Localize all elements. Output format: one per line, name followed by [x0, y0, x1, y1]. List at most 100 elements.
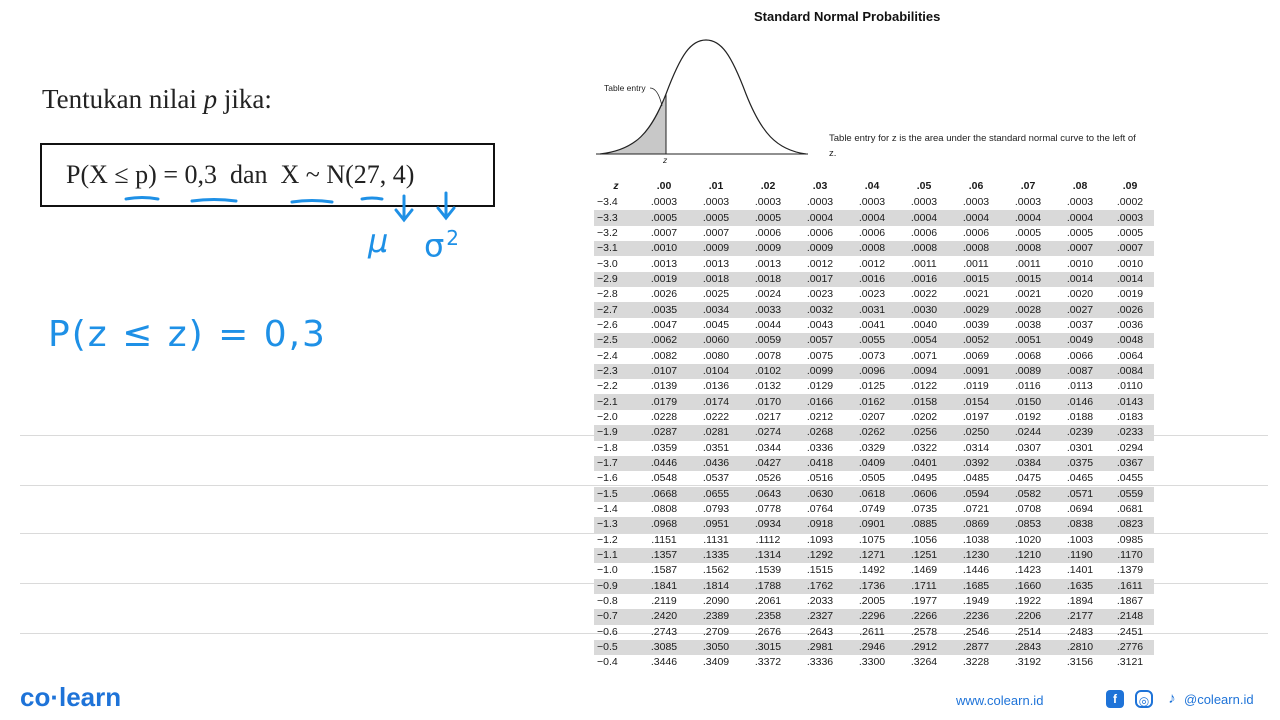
- column-header: z: [613, 179, 619, 192]
- probability-cell: .0012: [858, 257, 886, 270]
- probability-cell: .0004: [794, 210, 846, 226]
- probability-cell: .0655: [690, 486, 742, 502]
- ruled-line: [20, 533, 1268, 534]
- probability-cell: .1020: [1014, 533, 1042, 546]
- probability-cell: .1762: [794, 578, 846, 594]
- probability-cell: .0006: [858, 226, 886, 239]
- probability-cell: .0029: [950, 302, 1002, 318]
- table-row: −2.8 .0026 .0025 .0024 .0023 .0023 .0022 .0021.…: [594, 287, 1154, 302]
- probability-cell: .0250: [950, 425, 1002, 441]
- sigma-symbol: σ: [424, 226, 447, 265]
- probability-cell: .0009: [690, 241, 742, 257]
- probability-cell: .1611: [1106, 578, 1154, 594]
- probability-cell: .1788: [742, 578, 794, 594]
- table-caption: Table entry for z is the area under the …: [829, 133, 1136, 159]
- probability-cell: .0143: [1106, 394, 1154, 410]
- tiktok-icon[interactable]: ♪: [1168, 690, 1176, 707]
- probability-cell: .0049: [1054, 333, 1106, 349]
- probability-cell: .0113: [1067, 380, 1093, 393]
- probability-cell: .0006: [754, 226, 782, 239]
- probability-cell: .1977: [910, 595, 938, 608]
- probability-cell: .0024: [754, 288, 782, 301]
- probability-cell: .1131: [703, 533, 729, 546]
- probability-cell: .0003: [962, 196, 990, 209]
- probability-cell: .0047: [650, 318, 678, 331]
- probability-cell: .0078: [754, 349, 782, 362]
- probability-cell: .0031: [846, 302, 898, 318]
- probability-cell: .1539: [754, 564, 782, 577]
- probability-cell: .2514: [1014, 625, 1042, 638]
- probability-cell: .2578: [910, 625, 938, 638]
- probability-cell: .0014: [1106, 271, 1154, 288]
- probability-cell: .1515: [806, 564, 834, 577]
- probability-cell: .0708: [1014, 503, 1042, 516]
- probability-cell: .1894: [1066, 595, 1094, 608]
- probability-cell: .0749: [858, 503, 886, 516]
- z-value-cell: −3.3: [594, 210, 638, 226]
- probability-cell: .0052: [950, 333, 1002, 349]
- probability-cell: .0020: [1066, 288, 1094, 301]
- probability-cell: .0075: [806, 349, 834, 362]
- probability-cell: .0091: [950, 363, 1002, 380]
- colearn-logo: co·learn: [20, 682, 122, 712]
- z-value-cell: −1.9: [594, 425, 638, 441]
- probability-cell: .0044: [754, 318, 782, 331]
- probability-cell: .0287: [638, 425, 690, 441]
- probability-cell: .0102: [742, 363, 794, 380]
- probability-cell: .1492: [858, 564, 886, 577]
- facebook-icon[interactable]: f: [1106, 690, 1124, 708]
- website-link[interactable]: www.colearn.id: [956, 693, 1044, 708]
- probability-cell: .0526: [754, 472, 782, 485]
- underline-mark: [190, 198, 238, 203]
- table-entry-label: Table entry: [604, 83, 646, 93]
- column-header: .02: [760, 179, 776, 192]
- probability-cell: .0027: [1054, 302, 1106, 318]
- probability-cell: .0006: [910, 226, 938, 239]
- probability-cell: .0418: [794, 455, 846, 472]
- probability-cell: .0485: [962, 472, 990, 485]
- probability-cell: .0016: [846, 271, 898, 288]
- z-value-cell: −1.8: [597, 441, 618, 454]
- probability-cell: .0409: [846, 455, 898, 472]
- z-value-cell: −1.4: [597, 503, 618, 516]
- probability-cell: .2296: [846, 609, 898, 625]
- probability-cell: .0262: [846, 425, 898, 441]
- probability-cell: .3050: [690, 639, 742, 656]
- probability-cell: .0003: [1014, 196, 1042, 209]
- social-handle[interactable]: @colearn.id: [1184, 692, 1254, 707]
- probability-cell: .0030: [898, 302, 950, 318]
- underline-mark: [360, 196, 384, 201]
- probability-cell: .0003: [806, 196, 834, 209]
- probability-cell: .1151: [651, 533, 677, 546]
- probability-cell: .1075: [858, 533, 886, 546]
- table-row: −2.3.0107.0104.0102.0099.0096.0094.0091.…: [594, 363, 1154, 380]
- probability-cell: .2206: [1002, 609, 1054, 625]
- probability-cell: .1230: [950, 547, 1002, 564]
- probability-cell: .0110: [1117, 380, 1143, 393]
- probability-cell: .1587: [650, 564, 678, 577]
- instagram-icon[interactable]: ◎: [1135, 690, 1153, 708]
- probability-cell: .0059: [742, 333, 794, 349]
- probability-cell: .0099: [794, 363, 846, 380]
- probability-cell: .0008: [950, 241, 1002, 257]
- probability-cell: .0212: [806, 410, 834, 423]
- probability-cell: .0244: [1002, 425, 1054, 441]
- probability-cell: .0096: [846, 363, 898, 380]
- probability-cell: .0021: [962, 288, 990, 301]
- probability-cell: .2420: [638, 609, 690, 625]
- probability-cell: .2877: [950, 639, 1002, 656]
- probability-cell: .0019: [1116, 288, 1144, 301]
- probability-cell: .0023: [806, 288, 834, 301]
- probability-cell: .0004: [950, 210, 1002, 226]
- probability-cell: .1112: [755, 533, 781, 546]
- probability-cell: .0002: [1116, 196, 1144, 209]
- probability-cell: .0003: [1066, 196, 1094, 209]
- probability-cell: .0918: [794, 517, 846, 533]
- probability-cell: .0132: [754, 380, 782, 393]
- table-row: −2.2 .0139 .0136 .0132 .0129 .0125 .0122 .0119.…: [594, 379, 1154, 394]
- ruled-line: [20, 485, 1268, 486]
- probability-cell: .1867: [1116, 595, 1144, 608]
- probability-cell: .0668: [638, 486, 690, 502]
- probability-cell: .1314: [742, 547, 794, 564]
- probability-cell: .0301: [1066, 441, 1094, 454]
